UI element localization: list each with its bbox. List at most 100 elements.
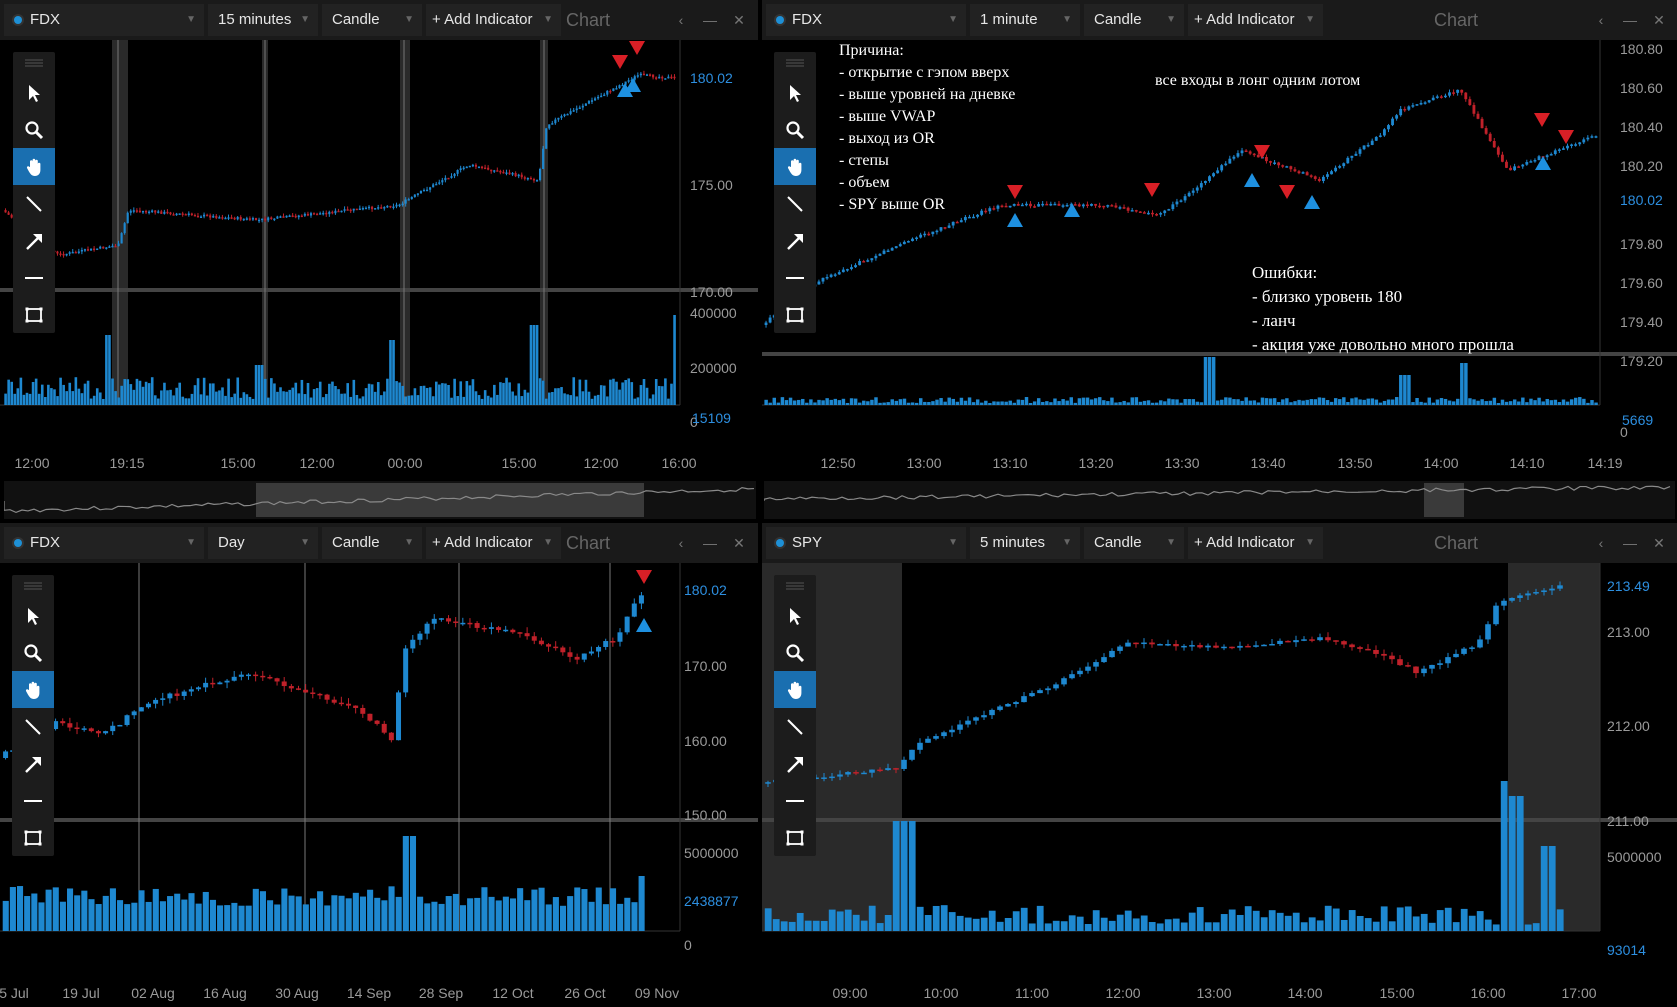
candle-up (833, 274, 837, 276)
pointer-tool-button[interactable] (774, 597, 816, 634)
back-button[interactable]: ‹ (678, 12, 684, 28)
zoom-tool-button[interactable] (13, 111, 55, 148)
line-tool-button[interactable] (12, 708, 54, 745)
zoom-tool-button[interactable] (12, 634, 54, 671)
rectangle-tool-button[interactable] (774, 819, 816, 856)
volume-bar (163, 382, 166, 405)
symbol-select[interactable]: SPY ▼ (766, 527, 966, 559)
candle-down (1313, 176, 1317, 179)
volume-bar (1180, 922, 1188, 931)
zoom-tool-button[interactable] (774, 634, 816, 671)
chart-pane-spy-5min[interactable]: SPY ▼ 5 minutes ▼ Candle ▼ + Add Indicator ▼… (762, 523, 1677, 1007)
candle-up (572, 110, 575, 112)
close-button[interactable]: ✕ (1653, 12, 1665, 28)
minimize-button[interactable]: — (703, 535, 717, 551)
symbol-select[interactable]: FDX ▼ (766, 4, 966, 36)
add-indicator-button[interactable]: + Add Indicator ▼ (1188, 527, 1323, 559)
volume-bar (147, 383, 151, 405)
arrow-tool-button[interactable] (774, 222, 816, 259)
toolbox-grip-icon[interactable] (13, 52, 55, 74)
chart-pane-fdx-15min[interactable]: FDX ▼ 15 minutes ▼ Candle ▼ + Add Indicator… (0, 0, 758, 520)
interval-select[interactable]: Day ▼ (208, 527, 318, 559)
price-volume-chart[interactable] (762, 563, 1677, 1007)
back-button[interactable]: ‹ (678, 535, 684, 551)
volume-bar (1203, 357, 1208, 405)
price-volume-chart[interactable] (0, 563, 758, 1007)
line-tool-button[interactable] (774, 185, 816, 222)
hand-tool-button[interactable] (13, 148, 55, 185)
close-button[interactable]: ✕ (733, 535, 745, 551)
line-tool-button[interactable] (13, 185, 55, 222)
volume-bar (557, 388, 560, 405)
interval-select[interactable]: 1 minute ▼ (970, 4, 1080, 36)
zoom-tool-button[interactable] (774, 111, 816, 148)
hand-tool-button[interactable] (774, 148, 816, 185)
navigator-sparkline[interactable] (763, 481, 1675, 519)
interval-select[interactable]: 15 minutes ▼ (208, 4, 318, 36)
hand-tool-button[interactable] (774, 671, 816, 708)
volume-bar (964, 917, 972, 931)
volume-bar (1415, 398, 1419, 405)
arrow-tool-button[interactable] (774, 745, 816, 782)
volume-bar (187, 398, 191, 405)
interval-select[interactable]: 5 minutes ▼ (970, 527, 1080, 559)
back-button[interactable]: ‹ (1598, 535, 1604, 551)
volume-bar (89, 398, 93, 405)
horizontal-line-tool-button[interactable] (13, 259, 55, 296)
volume-bar (361, 396, 365, 405)
candle-up (285, 215, 288, 218)
candle-down (209, 215, 212, 218)
chart-pane-fdx-1min[interactable]: FDX ▼ 1 minute ▼ Candle ▼ + Add Indicator ▼ … (762, 0, 1677, 520)
rectangle-tool-button[interactable] (12, 819, 54, 856)
arrow-tool-button[interactable] (13, 222, 55, 259)
horizontal-line-tool-button[interactable] (12, 782, 54, 819)
chart-type-select[interactable]: Candle ▼ (322, 527, 422, 559)
chart-type-select[interactable]: Candle ▼ (1084, 4, 1184, 36)
add-indicator-button[interactable]: + Add Indicator ▼ (1188, 4, 1323, 36)
rectangle-tool-button[interactable] (774, 296, 816, 333)
line-tool-button[interactable] (774, 708, 816, 745)
navigator-bar[interactable] (763, 481, 1675, 519)
volume-bar (618, 389, 621, 405)
symbol-select[interactable]: FDX ▼ (4, 527, 204, 559)
candle-up (1453, 653, 1459, 658)
navigator-sparkline[interactable] (3, 481, 756, 519)
pointer-tool-button[interactable] (12, 597, 54, 634)
chart-pane-fdx-day[interactable]: FDX ▼ Day ▼ Candle ▼ + Add Indicator ▼ Chart… (0, 523, 758, 1007)
minimize-button[interactable]: — (1623, 535, 1637, 551)
close-button[interactable]: ✕ (733, 12, 745, 28)
add-indicator-button[interactable]: + Add Indicator ▼ (426, 4, 561, 36)
candle-up (1220, 165, 1224, 171)
volume-bar (450, 397, 453, 405)
candle-down (642, 73, 645, 76)
candle-up (1407, 106, 1411, 110)
candle-up (456, 170, 459, 174)
minimize-button[interactable]: — (1623, 12, 1637, 28)
time-tick: 14:00 (1287, 985, 1323, 1001)
horizontal-line-tool-button[interactable] (774, 782, 816, 819)
horizontal-line-tool-button[interactable] (774, 259, 816, 296)
navigator-bar[interactable] (3, 481, 756, 519)
sell-marker (1534, 113, 1550, 127)
rectangle-tool-button[interactable] (13, 296, 55, 333)
add-indicator-button[interactable]: + Add Indicator ▼ (426, 527, 561, 559)
pointer-tool-button[interactable] (774, 74, 816, 111)
volume-bar (245, 905, 252, 931)
chart-type-select[interactable]: Candle ▼ (322, 4, 422, 36)
pointer-tool-button[interactable] (13, 74, 55, 111)
toolbox-grip-icon[interactable] (12, 575, 54, 597)
volume-bar (764, 399, 768, 405)
symbol-select[interactable]: FDX ▼ (4, 4, 204, 36)
close-button[interactable]: ✕ (1653, 535, 1665, 551)
volume-bar (1036, 905, 1044, 931)
toolbox-grip-icon[interactable] (774, 52, 816, 74)
minimize-button[interactable]: — (703, 12, 717, 28)
hand-tool-button[interactable] (12, 671, 54, 708)
price-volume-chart[interactable] (0, 40, 758, 520)
toolbox-grip-icon[interactable] (774, 575, 816, 597)
chart-type-select[interactable]: Candle ▼ (1084, 527, 1184, 559)
volume-bar (882, 402, 886, 405)
candle-up (861, 772, 867, 775)
arrow-tool-button[interactable] (12, 745, 54, 782)
back-button[interactable]: ‹ (1598, 12, 1604, 28)
